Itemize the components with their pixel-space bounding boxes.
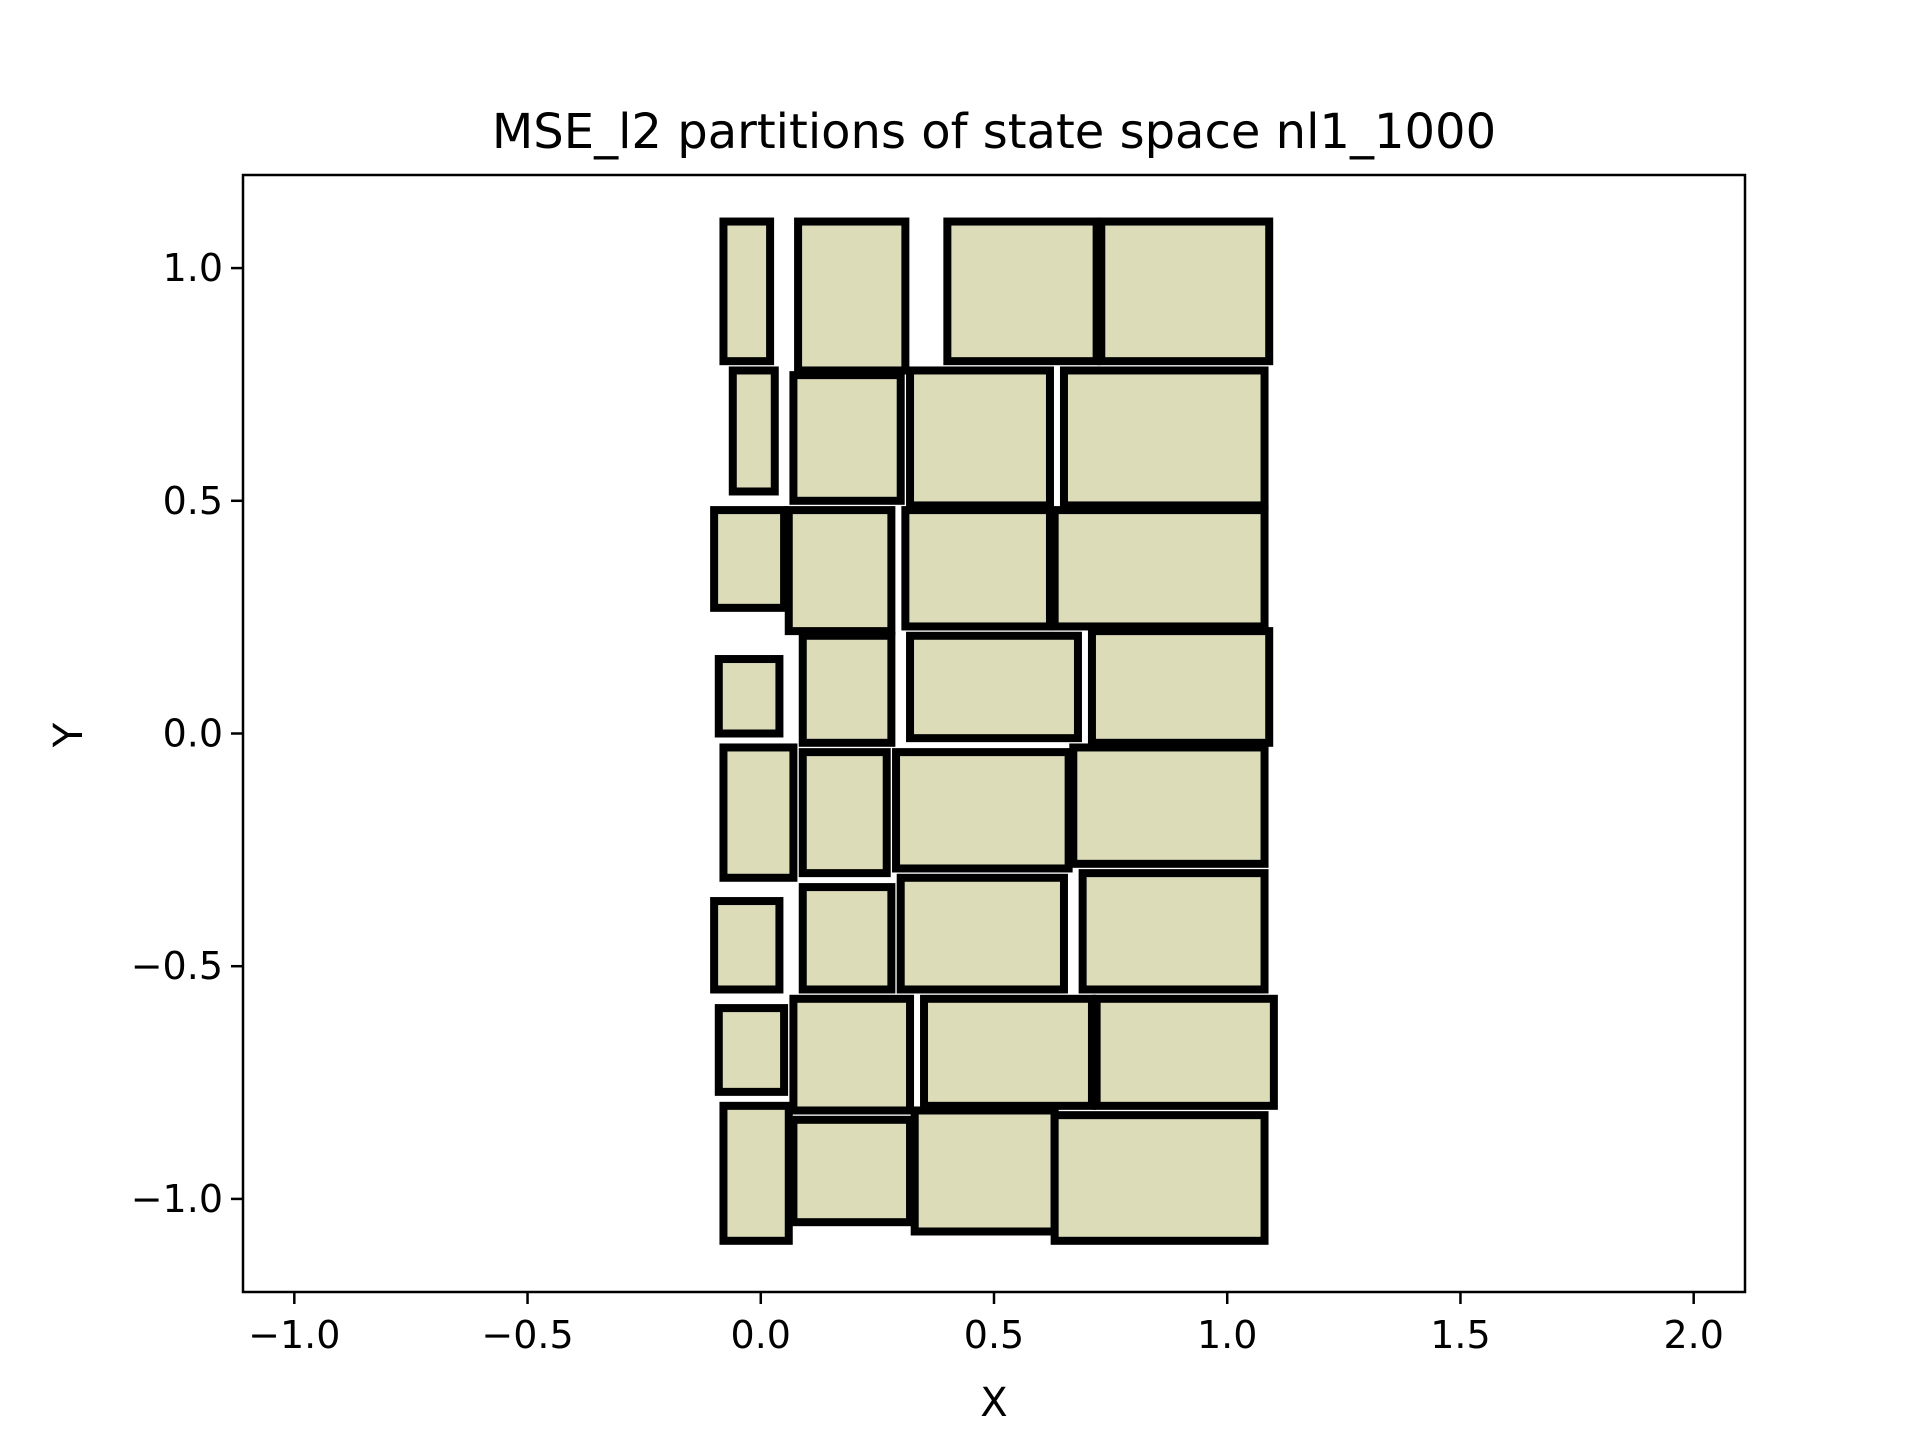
- chart-title: MSE_l2 partitions of state space nl1_100…: [492, 104, 1496, 160]
- partition-cell: [1078, 869, 1269, 994]
- partition-cell: [784, 506, 896, 636]
- partition-cell: [896, 873, 1068, 994]
- partition-cell: [892, 748, 1073, 873]
- y-axis-label: Y: [46, 722, 92, 748]
- partition-cell: [1097, 217, 1274, 366]
- partition-cell: [906, 366, 1054, 510]
- x-axis-label: X: [980, 1380, 1007, 1426]
- partition-cell: [710, 897, 784, 994]
- y-tick-label: −0.5: [131, 944, 223, 988]
- partition-cell: [1050, 506, 1269, 631]
- partition-cell: [1069, 743, 1269, 868]
- partition-cell: [789, 994, 915, 1115]
- x-tick-label: −1.0: [248, 1313, 340, 1357]
- y-tick-label: −1.0: [131, 1177, 223, 1221]
- x-tick-label: 1.5: [1430, 1313, 1490, 1357]
- partition-cell: [1092, 994, 1278, 1110]
- partition-cell: [794, 217, 910, 375]
- partition-cell: [1059, 366, 1269, 510]
- partition-cell: [789, 371, 905, 505]
- partition-cell: [910, 1106, 1059, 1236]
- partition-cell: [719, 743, 798, 882]
- partition-cell: [901, 506, 1054, 631]
- partition-cell: [789, 1115, 915, 1227]
- partition-cell: [714, 655, 784, 738]
- partition-cell: [719, 1101, 793, 1245]
- x-tick-label: −0.5: [481, 1313, 573, 1357]
- partition-cell: [943, 217, 1101, 366]
- partition-cell: [798, 748, 891, 878]
- partition-cell: [710, 506, 789, 612]
- partition-cell: [719, 217, 775, 366]
- y-tick-label: 0.0: [163, 712, 223, 756]
- partition-cell: [798, 883, 896, 994]
- y-axis-ticks: −1.0 −0.5 0.0 0.5 1.0: [131, 246, 243, 1221]
- x-axis-ticks: −1.0 −0.5 0.0 0.5 1.0 1.5 2.0: [248, 1292, 1724, 1357]
- x-tick-label: 0.5: [964, 1313, 1024, 1357]
- x-tick-label: 2.0: [1663, 1313, 1723, 1357]
- x-tick-label: 1.0: [1197, 1313, 1257, 1357]
- partition-cell: [728, 366, 779, 496]
- x-tick-label: 0.0: [731, 1313, 791, 1357]
- partition-cell: [714, 1004, 789, 1096]
- partition-cell: [906, 631, 1082, 743]
- partition-cells: [710, 217, 1278, 1245]
- y-tick-label: 0.5: [163, 479, 223, 523]
- y-tick-label: 1.0: [163, 246, 223, 290]
- partition-cell: [798, 631, 896, 747]
- partition-cell: [1050, 1111, 1269, 1245]
- partition-cell: [1087, 627, 1274, 747]
- partition-cell: [920, 994, 1096, 1110]
